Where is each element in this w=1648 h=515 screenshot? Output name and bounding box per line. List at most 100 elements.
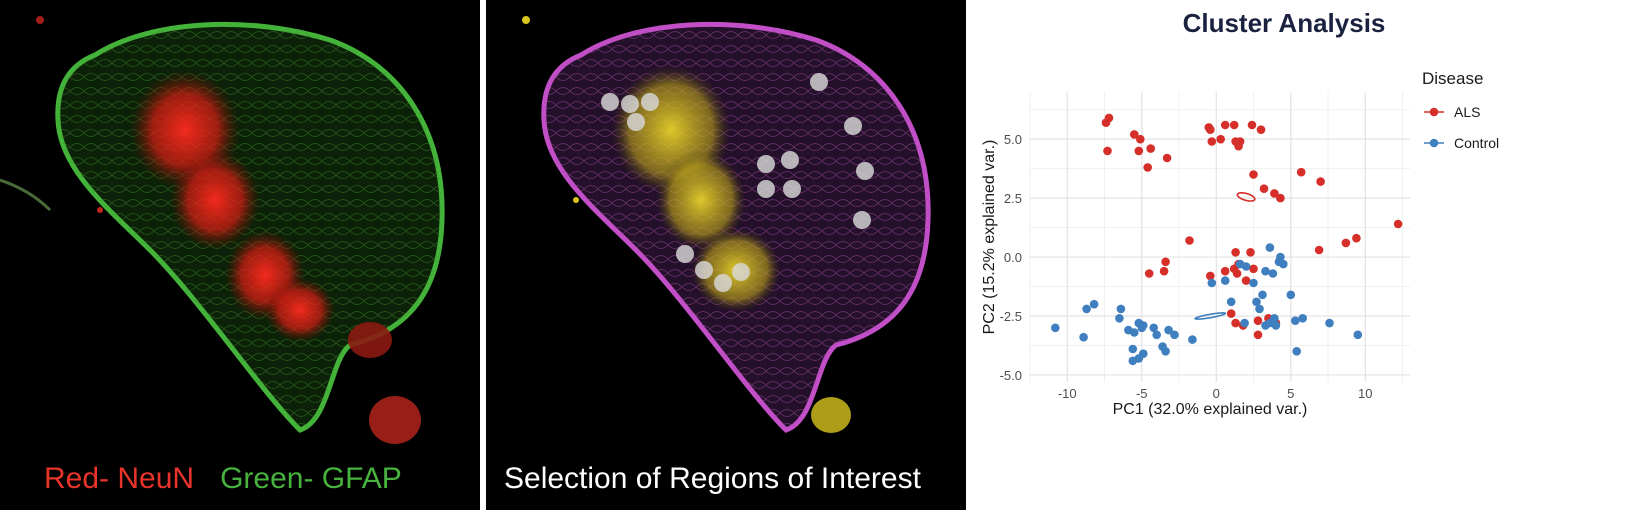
y-tick-label: 2.5: [1004, 191, 1022, 206]
tissue-section-image: [0, 16, 445, 444]
point-als: [1259, 184, 1269, 193]
x-tick-label: 5: [1287, 386, 1294, 401]
point-control: [1139, 321, 1148, 330]
point-als: [1249, 170, 1258, 179]
y-tick-label: -5.0: [1000, 368, 1022, 383]
x-tick-label: -10: [1058, 386, 1077, 401]
point-als: [1185, 236, 1194, 245]
point-als: [1232, 269, 1242, 278]
point-als: [1103, 146, 1112, 156]
point-als: [1162, 153, 1172, 163]
legend-title: Disease: [1422, 69, 1483, 88]
point-control: [1128, 344, 1138, 354]
stain-legend-caption: Red- NeuN Green- GFAP: [44, 462, 402, 496]
point-als: [1143, 163, 1152, 172]
point-als: [1134, 146, 1144, 156]
x-tick-label: -5: [1136, 386, 1148, 401]
point-control: [1188, 335, 1197, 344]
point-control: [1164, 325, 1173, 335]
point-als: [1231, 318, 1240, 328]
point-control: [1265, 318, 1275, 328]
point-control: [1149, 323, 1158, 333]
point-control: [1279, 259, 1288, 269]
point-als: [1231, 248, 1240, 257]
point-control: [1226, 297, 1236, 307]
point-control: [1207, 278, 1217, 288]
point-control: [1152, 330, 1161, 340]
point-control: [1082, 304, 1091, 314]
point-als: [1226, 309, 1236, 318]
point-als: [1161, 257, 1170, 267]
point-als: [1229, 120, 1239, 130]
confidence-ellipse-als: [1236, 192, 1256, 202]
point-als: [1241, 276, 1251, 285]
point-als: [1314, 245, 1324, 255]
point-als: [1341, 238, 1351, 248]
neun-gfap-image-panel: Red- NeuN Green- GFAP: [0, 0, 480, 510]
point-als: [1246, 248, 1255, 257]
point-als: [1136, 134, 1145, 144]
roi-image-panel: Selection of Regions of Interest: [486, 0, 966, 510]
legend-label: Control: [1454, 135, 1499, 151]
point-als: [1146, 144, 1155, 153]
x-axis-label: PC1 (32.0% explained var.): [1113, 401, 1308, 418]
point-control: [1241, 262, 1251, 271]
point-als: [1253, 316, 1263, 326]
point-control: [1249, 278, 1258, 288]
point-control: [1130, 328, 1139, 337]
point-control: [1139, 349, 1148, 359]
point-als: [1247, 120, 1257, 130]
data-points: [1051, 113, 1403, 366]
point-als: [1256, 125, 1266, 134]
point-als: [1270, 189, 1279, 198]
point-als: [1234, 141, 1243, 151]
roi-caption: Selection of Regions of Interest: [504, 462, 921, 495]
point-control: [1116, 304, 1126, 314]
legend: Disease ALS Control: [1422, 69, 1499, 151]
point-als: [1249, 264, 1258, 274]
point-control: [1255, 304, 1264, 314]
point-control: [1240, 318, 1249, 328]
point-control: [1220, 276, 1230, 285]
x-tick-label: 0: [1213, 386, 1220, 401]
point-control: [1261, 266, 1270, 276]
point-control: [1079, 332, 1088, 342]
point-control: [1128, 356, 1138, 366]
point-als: [1159, 266, 1169, 276]
point-control: [1265, 243, 1275, 252]
confidence-ellipses: [1194, 192, 1256, 320]
point-control: [1089, 299, 1099, 309]
confidence-ellipse-control: [1194, 311, 1227, 320]
point-als: [1296, 167, 1306, 177]
point-als: [1276, 193, 1285, 203]
legend-label: ALS: [1454, 104, 1480, 120]
point-control: [1268, 269, 1278, 278]
point-control: [1291, 316, 1300, 326]
chart-title: Cluster Analysis: [1183, 8, 1386, 38]
point-als: [1316, 177, 1325, 186]
axis-ticks: -10 -5 0 5 10 -5.0 -2.5 0.0 2.5 5.0: [1000, 132, 1373, 401]
legend-key-dot: [1429, 107, 1439, 117]
point-als: [1207, 137, 1217, 146]
point-control: [1286, 290, 1296, 300]
y-tick-label: 5.0: [1004, 132, 1022, 147]
roi-tissue-image: [522, 16, 931, 433]
point-als: [1253, 330, 1263, 340]
point-als: [1216, 134, 1225, 144]
point-als: [1144, 269, 1154, 278]
point-control: [1161, 347, 1170, 356]
grid-lines: [1029, 92, 1410, 382]
point-als: [1130, 130, 1139, 139]
point-als: [1220, 266, 1230, 276]
legend-item-control: Control: [1424, 135, 1499, 151]
y-tick-label: 0.0: [1004, 250, 1022, 265]
y-tick-label: -2.5: [1000, 309, 1022, 324]
point-control: [1298, 314, 1307, 323]
point-als: [1206, 271, 1215, 281]
roi-markers: [601, 73, 874, 292]
point-control: [1258, 290, 1267, 300]
point-control: [1252, 297, 1261, 307]
pca-scatter-plot: Cluster Analysis -10 -5 0 5 10 -5.0 -2.5 0.0 2.5…: [981, 8, 1499, 418]
point-control: [1051, 323, 1060, 333]
point-control: [1325, 318, 1334, 328]
